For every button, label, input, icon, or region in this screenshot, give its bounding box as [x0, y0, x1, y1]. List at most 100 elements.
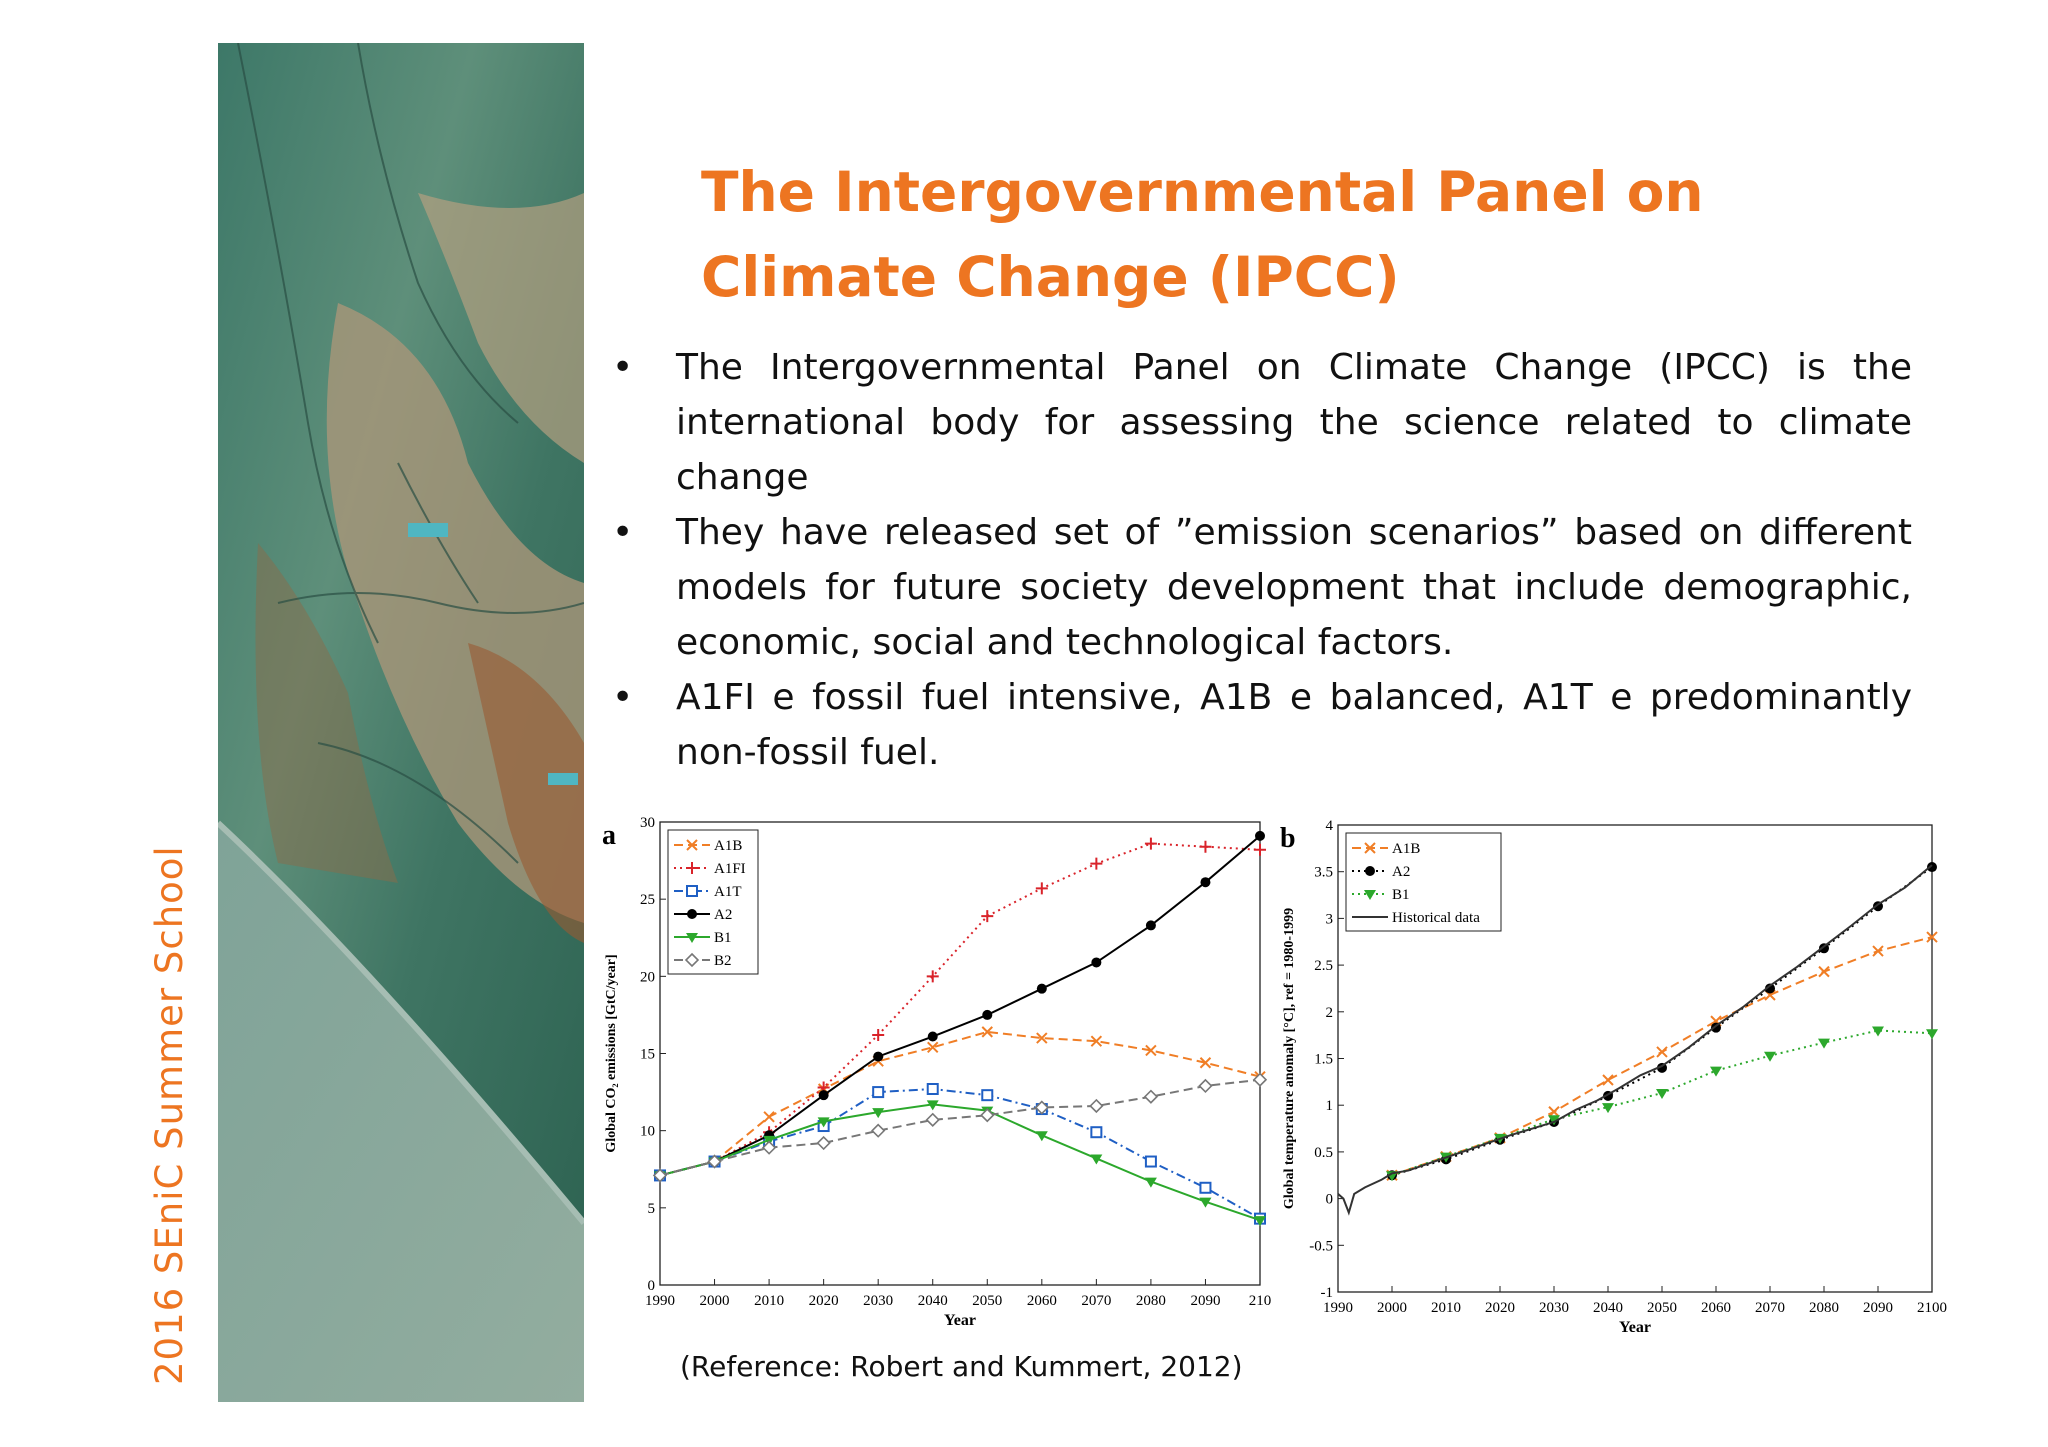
legend-marker [686, 885, 698, 897]
data-point [763, 1111, 775, 1123]
bullet-item: • The Intergovernmental Panel on Climate … [612, 340, 1912, 505]
data-point [1926, 931, 1938, 943]
series-b2 [652, 1072, 1268, 1183]
data-point [1090, 1154, 1103, 1165]
data-point [1091, 957, 1102, 968]
y-tick-label: 30 [640, 815, 655, 831]
data-point [925, 1112, 940, 1127]
legend-box [667, 829, 759, 975]
series-line [1337, 864, 1933, 1216]
data-point [1144, 1177, 1157, 1188]
data-point [1090, 1126, 1103, 1139]
x-tick-label: 2090 [1190, 1293, 1220, 1309]
data-point [816, 1135, 831, 1151]
y-tick-label: 25 [640, 892, 655, 908]
legend-marker [686, 839, 698, 851]
panel-label: a [602, 820, 616, 851]
y-tick-label: 2 [1326, 1005, 1334, 1021]
data-point [980, 1108, 995, 1123]
y-tick-label: 20 [640, 969, 655, 985]
legend: A1B A1FI A1T A2 B1 B2 [667, 829, 759, 975]
data-point [1199, 840, 1212, 853]
x-tick-label: 2070 [1081, 1293, 1111, 1309]
bullet-dot: • [612, 347, 634, 388]
sidebar-label: 2016 SEniC Summer School [148, 845, 191, 1385]
bullet-item: • A1FI e fossil fuel intensive, A1B e bal… [612, 670, 1912, 780]
figure-caption: (Reference: Robert and Kummert, 2012) [680, 1350, 1243, 1383]
x-tick-label: 2030 [863, 1293, 893, 1309]
legend-entry: A1B [1392, 841, 1420, 857]
data-point [1927, 862, 1937, 873]
data-point [1656, 1089, 1668, 1100]
data-point [1602, 1074, 1614, 1086]
x-tick-label: 2030 [1539, 1300, 1569, 1316]
x-tick-label: 1990 [645, 1293, 675, 1309]
x-tick-label: 2040 [1593, 1300, 1623, 1316]
bullet-text: The Intergovernmental Panel on Climate C… [676, 347, 1912, 498]
legend: A1B A2 B1 Historical data [1345, 832, 1502, 932]
data-point [1254, 843, 1266, 856]
data-point [817, 1117, 830, 1128]
y-tick-label: -0.5 [1309, 1238, 1333, 1254]
series-line [659, 1030, 1261, 1177]
data-point [873, 1051, 884, 1062]
y-axis-label: Global CO₂ emissions [GtC/year] [604, 954, 619, 1152]
data-point [761, 1140, 777, 1155]
data-point [927, 1031, 938, 1042]
data-point [1819, 943, 1829, 954]
series-line [659, 835, 1261, 1177]
legend-entry: Historical data [1392, 910, 1480, 926]
data-point [1199, 1197, 1212, 1208]
legend-marker [686, 862, 698, 874]
legend-entry: A1FI [714, 861, 746, 877]
title-line-2: Climate Change (IPCC) [701, 245, 1400, 309]
x-tick-label: 210 [1249, 1293, 1272, 1309]
data-point [1036, 983, 1047, 994]
legend-entry: B1 [1392, 887, 1410, 903]
data-point [927, 1041, 939, 1054]
data-point [872, 1028, 885, 1041]
bullet-dot: • [612, 677, 634, 718]
data-point [981, 1089, 994, 1102]
data-point [1252, 1072, 1268, 1087]
bullet-dot: • [612, 512, 634, 553]
y-tick-label: 0 [1326, 1192, 1334, 1208]
bullet-text: They have released set of ”emission scen… [676, 512, 1912, 663]
legend-entry: A2 [1392, 864, 1410, 880]
data-point [1764, 1051, 1776, 1062]
plot-frame [659, 821, 1261, 1286]
y-tick-label: 5 [648, 1201, 656, 1217]
data-point [926, 1100, 939, 1111]
data-point [1872, 945, 1884, 957]
series-b1 [1386, 1026, 1938, 1182]
data-point [1144, 1155, 1157, 1168]
data-point [1548, 1106, 1560, 1118]
x-tick-label: 2050 [972, 1293, 1002, 1309]
x-tick-label: 2060 [1027, 1293, 1057, 1309]
x-tick-label: 2020 [1485, 1300, 1515, 1316]
data-point [1765, 983, 1775, 994]
series-line [659, 1078, 1261, 1177]
data-point [872, 1108, 885, 1119]
legend-entry: A2 [714, 907, 732, 923]
data-point [1034, 1100, 1049, 1115]
series-historical-data [1337, 864, 1933, 1216]
data-point [1036, 1032, 1048, 1044]
data-point [1710, 1066, 1722, 1077]
aerial-delta-photo [218, 43, 584, 1402]
bullet-item: • They have released set of ”emission sce… [612, 505, 1912, 670]
x-tick-label: 1990 [1323, 1300, 1353, 1316]
data-point [1143, 1089, 1159, 1104]
data-point [981, 910, 994, 923]
data-point [1089, 1098, 1104, 1114]
data-point [871, 1123, 886, 1138]
legend-marker [1365, 866, 1375, 876]
x-tick-label: 2010 [754, 1293, 784, 1309]
x-tick-label: 2040 [918, 1293, 948, 1309]
x-tick-label: 2020 [809, 1293, 839, 1309]
x-tick-label: 2050 [1647, 1300, 1677, 1316]
y-tick-label: 3.5 [1314, 865, 1333, 881]
data-point [981, 1026, 993, 1038]
